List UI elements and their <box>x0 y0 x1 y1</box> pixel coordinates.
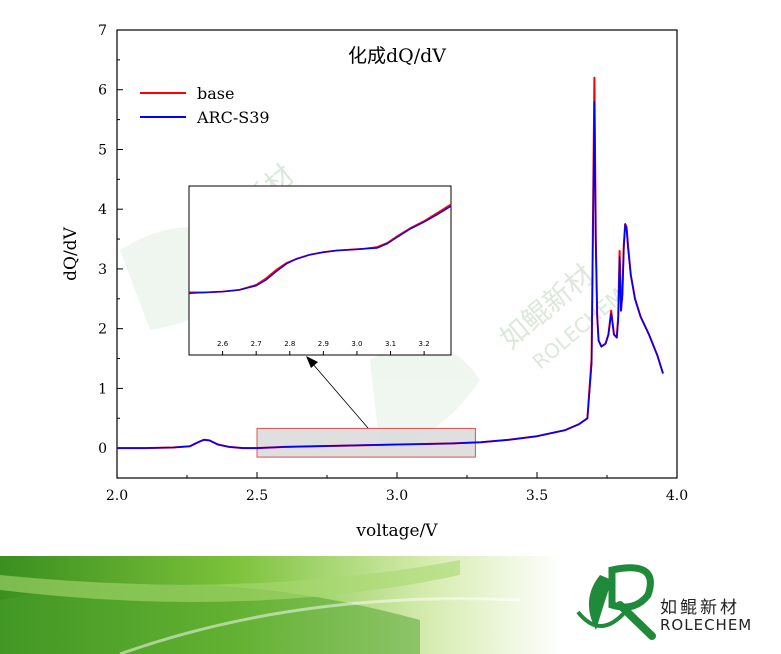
inset-series-lines <box>188 203 452 294</box>
y-tick-label: 3 <box>98 262 107 278</box>
series-line-arc-s39 <box>117 100 664 449</box>
inset-tick-label: 3.1 <box>385 340 396 348</box>
y-axis-label: dQ/dV <box>61 226 81 280</box>
y-tick-label: 1 <box>98 381 107 397</box>
inset-chart: 2.6 2.7 2.8 2.9 3.0 3.1 3.2 <box>188 185 452 356</box>
inset-tick-label: 2.7 <box>251 340 262 348</box>
rolechem-logo-icon <box>576 564 656 640</box>
inset-tick-label: 3.2 <box>419 340 430 348</box>
series-lines <box>117 76 664 450</box>
x-tick-label: 3.5 <box>526 488 548 504</box>
inset-tick-label: 3.0 <box>351 340 362 348</box>
x-tick-label: 2.0 <box>106 488 128 504</box>
zoom-arrow <box>306 356 369 429</box>
y-tick-label: 0 <box>98 441 107 457</box>
y-tick-label: 7 <box>98 23 107 39</box>
inset-x-ticks: 2.6 2.7 2.8 2.9 3.0 3.1 3.2 <box>217 340 430 355</box>
x-tick-label: 2.5 <box>246 488 268 504</box>
y-tick-label: 2 <box>98 322 107 338</box>
inset-frame <box>188 185 452 356</box>
legend: base ARC-S39 <box>140 84 270 127</box>
logo-en-text: ROLECHEM <box>660 616 753 634</box>
inset-line-arc-s39 <box>188 205 452 294</box>
inset-tick-label: 2.9 <box>318 340 329 348</box>
inset-tick-label: 2.8 <box>284 340 295 348</box>
x-axis-label: voltage/V <box>355 521 438 541</box>
inset-tick-label: 2.6 <box>217 340 229 348</box>
x-tick-label: 3.0 <box>386 488 408 504</box>
y-tick-label: 4 <box>98 202 107 218</box>
legend-label-arc: ARC-S39 <box>196 108 270 127</box>
y-tick-label: 6 <box>98 83 107 99</box>
legend-label-base: base <box>197 84 234 103</box>
logo-cn-text: 如鲲新材 <box>660 598 740 618</box>
x-axis-ticks: 2.0 2.5 3.0 3.5 4.0 <box>106 472 688 504</box>
chart-title: 化成dQ/dV <box>348 45 446 67</box>
y-axis-ticks: 0 1 2 3 4 5 6 7 <box>98 23 123 457</box>
y-tick-label: 5 <box>98 142 107 158</box>
x-tick-label: 4.0 <box>666 488 688 504</box>
